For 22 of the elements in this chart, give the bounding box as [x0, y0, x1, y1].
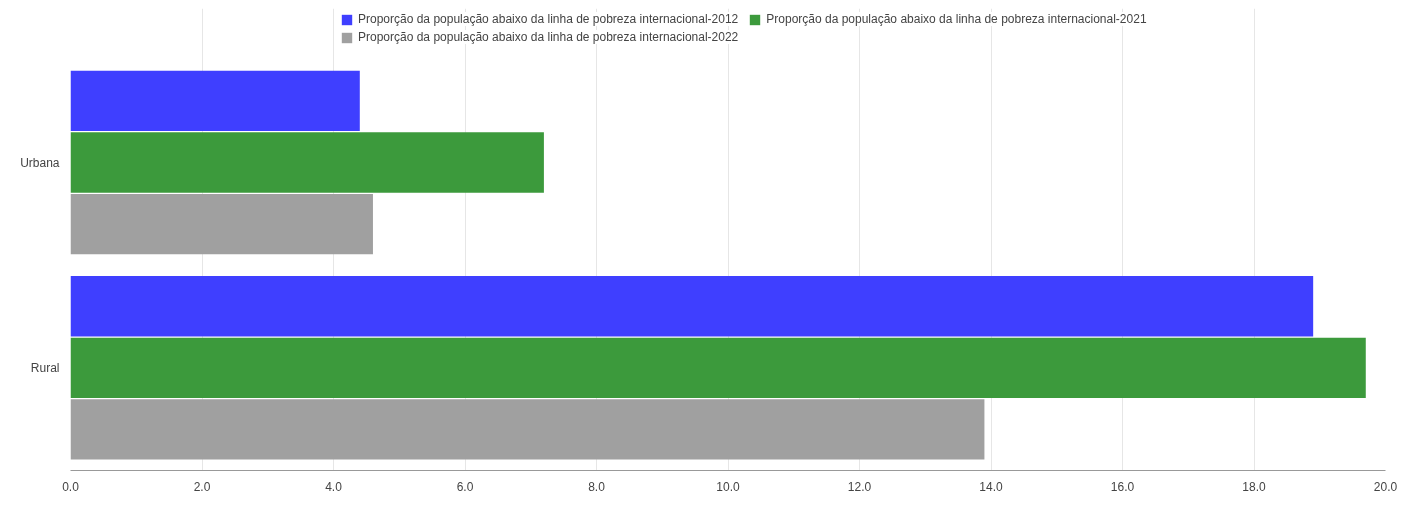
bar: [70, 337, 1366, 399]
x-tick-label: 4.0: [325, 479, 343, 494]
x-tick-label: 8.0: [588, 479, 606, 494]
x-tick-label: 16.0: [1110, 479, 1135, 494]
x-tick-label: 14.0: [979, 479, 1003, 494]
x-tick-label: 6.0: [456, 479, 474, 494]
bar: [70, 276, 1314, 337]
bar: [70, 399, 985, 460]
y-tick-label: Urbana: [20, 155, 60, 170]
x-tick-label: 0.0: [62, 479, 80, 494]
bar: [70, 132, 544, 193]
x-tick-label: 12.0: [847, 479, 872, 494]
legend-label: Proporção da população abaixo da linha de pobreza internacional-2022: [358, 30, 739, 44]
bar: [70, 70, 360, 132]
bar: [70, 193, 373, 255]
legend-label: Proporção da população abaixo da linha de pobreza internacional-2021: [766, 12, 1147, 26]
x-tick-label: 2.0: [193, 479, 211, 494]
x-tick-label: 10.0: [716, 479, 740, 494]
legend-label: Proporção da população abaixo da linha de pobreza internacional-2012: [358, 12, 739, 26]
x-tick-label: 20.0: [1373, 479, 1398, 494]
y-tick-label: Rural: [30, 360, 60, 375]
x-tick-label: 18.0: [1242, 479, 1266, 494]
